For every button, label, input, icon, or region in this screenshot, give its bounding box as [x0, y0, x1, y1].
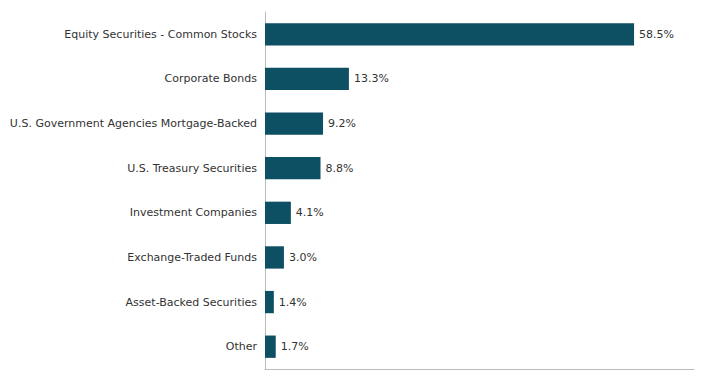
- svg-text:1.4%: 1.4%: [279, 296, 307, 309]
- svg-text:Other: Other: [226, 340, 258, 353]
- svg-text:1.7%: 1.7%: [281, 340, 309, 353]
- svg-text:U.S. Treasury Securities: U.S. Treasury Securities: [127, 162, 257, 175]
- svg-text:3.0%: 3.0%: [289, 251, 317, 264]
- svg-text:U.S. Government Agencies Mortg: U.S. Government Agencies Mortgage-Backed: [10, 117, 257, 130]
- svg-text:Investment Companies: Investment Companies: [130, 206, 257, 219]
- svg-text:Asset-Backed Securities: Asset-Backed Securities: [126, 296, 258, 309]
- svg-text:Exchange-Traded Funds: Exchange-Traded Funds: [127, 251, 257, 264]
- svg-text:8.8%: 8.8%: [326, 162, 354, 175]
- svg-text:13.3%: 13.3%: [354, 72, 389, 85]
- svg-text:Corporate Bonds: Corporate Bonds: [165, 72, 258, 85]
- svg-text:58.5%: 58.5%: [639, 28, 674, 41]
- svg-text:9.2%: 9.2%: [328, 117, 356, 130]
- svg-text:4.1%: 4.1%: [296, 206, 324, 219]
- svg-text:Equity Securities - Common Sto: Equity Securities - Common Stocks: [64, 28, 257, 41]
